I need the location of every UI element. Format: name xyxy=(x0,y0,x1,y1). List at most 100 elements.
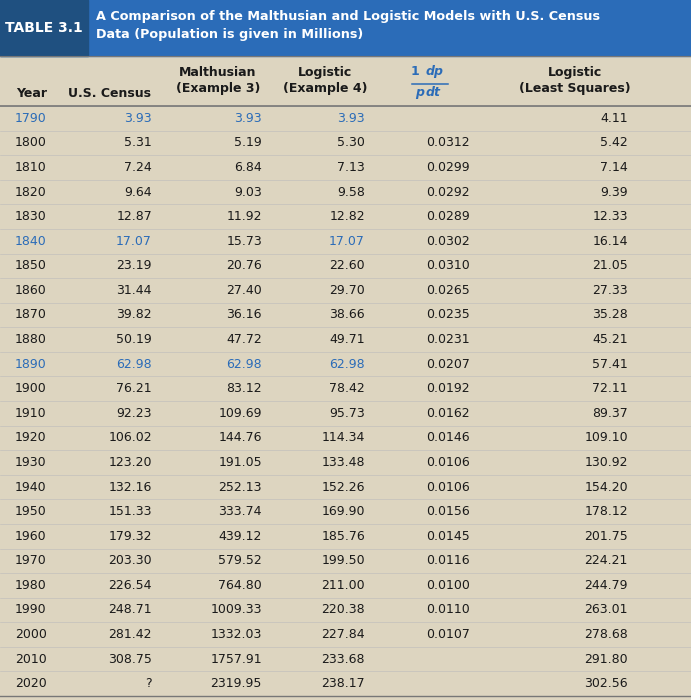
Text: 5.19: 5.19 xyxy=(234,136,262,149)
Text: 201.75: 201.75 xyxy=(585,530,628,542)
Text: 0.0146: 0.0146 xyxy=(426,431,470,444)
Text: 3.93: 3.93 xyxy=(234,112,262,125)
Text: 6.84: 6.84 xyxy=(234,161,262,174)
Text: 95.73: 95.73 xyxy=(329,407,365,420)
Text: 0.0107: 0.0107 xyxy=(426,628,470,641)
Text: 114.34: 114.34 xyxy=(321,431,365,444)
Text: 5.42: 5.42 xyxy=(600,136,628,149)
Text: Data (Population is given in Millions): Data (Population is given in Millions) xyxy=(96,28,363,41)
Text: 1990: 1990 xyxy=(15,603,46,617)
Text: 1920: 1920 xyxy=(15,431,46,444)
Text: 20.76: 20.76 xyxy=(226,259,262,272)
Text: 1890: 1890 xyxy=(15,358,47,370)
Text: 7.24: 7.24 xyxy=(124,161,152,174)
Text: 238.17: 238.17 xyxy=(321,677,365,690)
Text: 0.0235: 0.0235 xyxy=(426,309,470,321)
Text: 1870: 1870 xyxy=(15,309,47,321)
Bar xyxy=(0,0,691,56)
Text: 144.76: 144.76 xyxy=(218,431,262,444)
Text: 3.93: 3.93 xyxy=(124,112,152,125)
Text: 154.20: 154.20 xyxy=(585,480,628,494)
Text: 263.01: 263.01 xyxy=(585,603,628,617)
Text: 1970: 1970 xyxy=(15,554,47,567)
Text: 2000: 2000 xyxy=(15,628,47,641)
Text: 29.70: 29.70 xyxy=(329,284,365,297)
Text: 439.12: 439.12 xyxy=(218,530,262,542)
Text: U.S. Census: U.S. Census xyxy=(68,87,151,100)
Text: 106.02: 106.02 xyxy=(108,431,152,444)
Text: 281.42: 281.42 xyxy=(108,628,152,641)
Text: 78.42: 78.42 xyxy=(329,382,365,396)
Text: 76.21: 76.21 xyxy=(116,382,152,396)
Text: 50.19: 50.19 xyxy=(116,333,152,346)
Text: 764.80: 764.80 xyxy=(218,579,262,592)
Text: 31.44: 31.44 xyxy=(117,284,152,297)
Text: Year: Year xyxy=(17,87,48,100)
Text: 9.03: 9.03 xyxy=(234,186,262,199)
Text: 0.0162: 0.0162 xyxy=(426,407,470,420)
Text: 1960: 1960 xyxy=(15,530,46,542)
Text: 21.05: 21.05 xyxy=(592,259,628,272)
Text: 57.41: 57.41 xyxy=(592,358,628,370)
Text: (Example 4): (Example 4) xyxy=(283,82,367,95)
Text: 9.64: 9.64 xyxy=(124,186,152,199)
Text: 1790: 1790 xyxy=(15,112,47,125)
Text: 291.80: 291.80 xyxy=(585,652,628,666)
Text: 224.21: 224.21 xyxy=(585,554,628,567)
Text: TABLE 3.1: TABLE 3.1 xyxy=(5,21,83,35)
Text: 83.12: 83.12 xyxy=(227,382,262,396)
Text: 0.0302: 0.0302 xyxy=(426,234,470,248)
Text: 151.33: 151.33 xyxy=(108,505,152,518)
Text: 0.0116: 0.0116 xyxy=(426,554,470,567)
Text: Logistic: Logistic xyxy=(548,66,602,79)
Text: 152.26: 152.26 xyxy=(321,480,365,494)
Text: 1830: 1830 xyxy=(15,210,47,223)
Text: 123.20: 123.20 xyxy=(108,456,152,469)
Text: 45.21: 45.21 xyxy=(592,333,628,346)
Text: dt: dt xyxy=(426,86,441,99)
Text: 2020: 2020 xyxy=(15,677,47,690)
Text: 1910: 1910 xyxy=(15,407,46,420)
Text: 130.92: 130.92 xyxy=(585,456,628,469)
Text: 39.82: 39.82 xyxy=(116,309,152,321)
Text: 12.33: 12.33 xyxy=(592,210,628,223)
Text: 11.92: 11.92 xyxy=(227,210,262,223)
Text: 179.32: 179.32 xyxy=(108,530,152,542)
Text: 0.0192: 0.0192 xyxy=(426,382,470,396)
Text: 3.93: 3.93 xyxy=(337,112,365,125)
Text: 226.54: 226.54 xyxy=(108,579,152,592)
Text: 133.48: 133.48 xyxy=(321,456,365,469)
Text: 12.87: 12.87 xyxy=(116,210,152,223)
Text: ?: ? xyxy=(145,677,152,690)
Text: 0.0100: 0.0100 xyxy=(426,579,470,592)
Text: 191.05: 191.05 xyxy=(218,456,262,469)
Text: 1900: 1900 xyxy=(15,382,47,396)
Text: 27.40: 27.40 xyxy=(226,284,262,297)
Text: 2319.95: 2319.95 xyxy=(211,677,262,690)
Text: 1880: 1880 xyxy=(15,333,47,346)
Text: 17.07: 17.07 xyxy=(329,234,365,248)
Text: 92.23: 92.23 xyxy=(117,407,152,420)
Text: 1930: 1930 xyxy=(15,456,46,469)
Text: 1840: 1840 xyxy=(15,234,47,248)
Text: A Comparison of the Malthusian and Logistic Models with U.S. Census: A Comparison of the Malthusian and Logis… xyxy=(96,10,600,23)
Text: 0.0310: 0.0310 xyxy=(426,259,470,272)
Text: 16.14: 16.14 xyxy=(592,234,628,248)
Text: 7.13: 7.13 xyxy=(337,161,365,174)
Text: 62.98: 62.98 xyxy=(330,358,365,370)
Text: 17.07: 17.07 xyxy=(116,234,152,248)
Text: 89.37: 89.37 xyxy=(592,407,628,420)
Text: 0.0110: 0.0110 xyxy=(426,603,470,617)
Text: 36.16: 36.16 xyxy=(227,309,262,321)
Text: 4.11: 4.11 xyxy=(600,112,628,125)
Text: 0.0289: 0.0289 xyxy=(426,210,470,223)
Text: 278.68: 278.68 xyxy=(585,628,628,641)
Text: 0.0207: 0.0207 xyxy=(426,358,470,370)
Text: 2010: 2010 xyxy=(15,652,47,666)
Text: 211.00: 211.00 xyxy=(321,579,365,592)
Text: 0.0299: 0.0299 xyxy=(426,161,470,174)
Text: 9.58: 9.58 xyxy=(337,186,365,199)
Text: 248.71: 248.71 xyxy=(108,603,152,617)
Bar xyxy=(0,0,88,56)
Text: 203.30: 203.30 xyxy=(108,554,152,567)
